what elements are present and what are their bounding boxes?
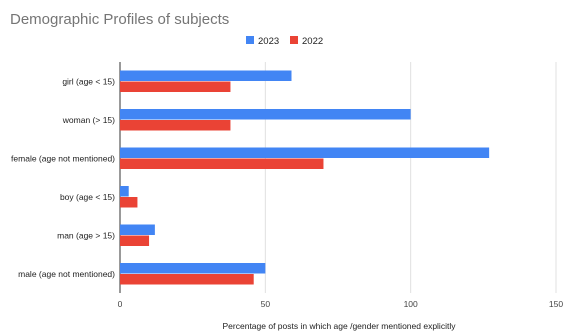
category-label-3: boy (age < 15) (60, 192, 115, 202)
x-tick-0: 0 (118, 299, 123, 309)
bar-2023-3 (120, 186, 129, 197)
x-tick-150: 150 (549, 299, 563, 309)
bar-2023-4 (120, 224, 155, 235)
x-tick-50: 50 (261, 299, 271, 309)
bar-2023-2 (120, 147, 490, 158)
bar-2022-3 (120, 197, 138, 208)
bar-2022-4 (120, 235, 150, 246)
bar-2023-5 (120, 263, 266, 274)
bar-2023-0 (120, 70, 292, 81)
bar-2022-5 (120, 274, 254, 285)
category-label-2: female (age not mentioned) (11, 153, 115, 163)
category-label-1: woman (> 15) (62, 115, 115, 125)
x-tick-100: 100 (404, 299, 418, 309)
legend: 2023 2022 (246, 36, 323, 47)
bar-2023-1 (120, 109, 411, 120)
legend-swatch-2022 (290, 36, 298, 44)
x-axis-title: Percentage of posts in which age /gender… (223, 321, 457, 331)
legend-label-2023: 2023 (258, 36, 279, 47)
bars (120, 70, 490, 285)
bar-2022-0 (120, 81, 231, 92)
category-labels: girl (age < 15) woman (> 15) female (age n… (11, 76, 115, 279)
x-tick-labels: 0 50 100 150 (118, 299, 564, 309)
chart-title: Demographic Profiles of subjects (10, 11, 229, 28)
legend-label-2022: 2022 (302, 36, 323, 47)
bar-2022-1 (120, 120, 231, 131)
category-label-5: male (age not mentioned) (18, 269, 115, 279)
legend-swatch-2023 (246, 36, 254, 44)
category-label-4: man (age > 15) (57, 230, 115, 240)
category-label-0: girl (age < 15) (62, 76, 115, 86)
bar-2022-2 (120, 158, 324, 169)
grid (119, 62, 557, 293)
